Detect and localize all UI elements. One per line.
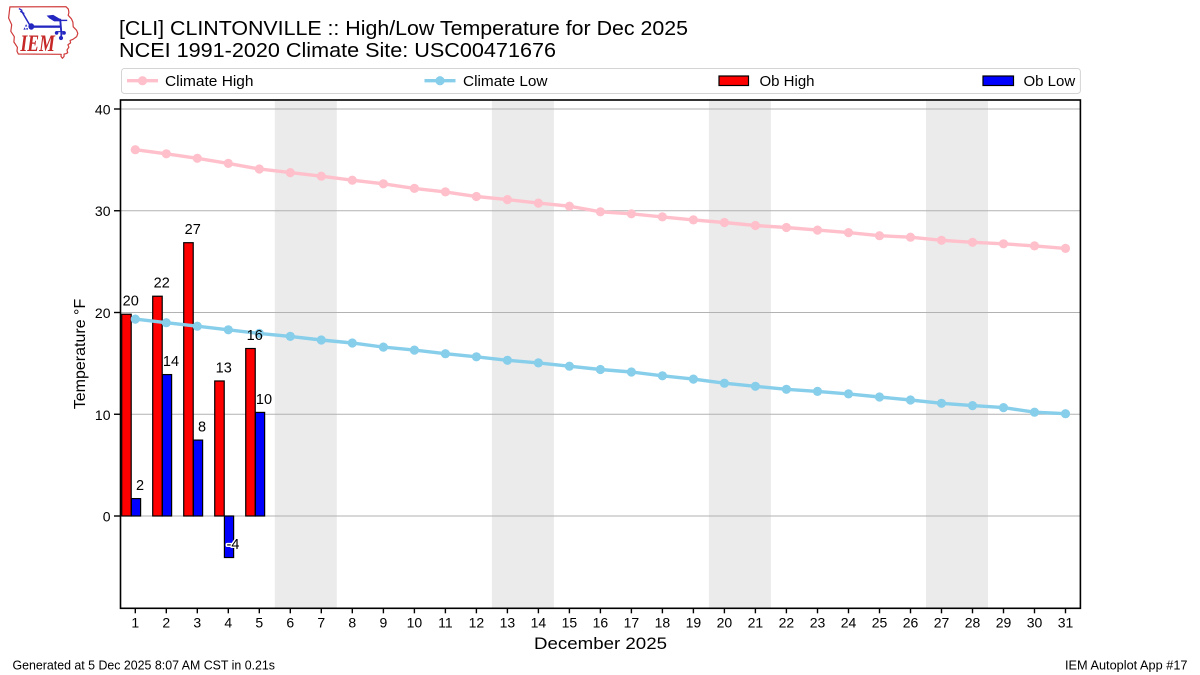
svg-text:12: 12 — [469, 615, 485, 631]
svg-text:1: 1 — [131, 615, 139, 631]
svg-text:Ob Low: Ob Low — [1024, 73, 1076, 90]
svg-text:30: 30 — [95, 203, 111, 219]
svg-text:40: 40 — [95, 102, 111, 118]
svg-text:6: 6 — [286, 615, 294, 631]
svg-text:28: 28 — [965, 615, 981, 631]
svg-text:2: 2 — [162, 615, 170, 631]
svg-text:29: 29 — [996, 615, 1012, 631]
svg-text:20: 20 — [123, 294, 139, 310]
svg-text:20: 20 — [717, 615, 733, 631]
svg-text:18: 18 — [655, 615, 671, 631]
svg-text:10: 10 — [256, 392, 272, 408]
svg-text:Climate High: Climate High — [165, 73, 254, 90]
svg-text:13: 13 — [500, 615, 516, 631]
svg-text:21: 21 — [748, 615, 764, 631]
svg-text:2: 2 — [136, 478, 144, 494]
svg-text:0: 0 — [103, 509, 111, 525]
svg-text:December 2025: December 2025 — [534, 635, 667, 653]
svg-text:Generated at 5 Dec 2025 8:07 A: Generated at 5 Dec 2025 8:07 AM CST in 0… — [13, 658, 276, 673]
svg-text:14: 14 — [163, 354, 179, 370]
svg-text:27: 27 — [934, 615, 950, 631]
svg-text:Temperature °F: Temperature °F — [72, 299, 89, 410]
svg-text:5: 5 — [255, 615, 263, 631]
svg-text:3: 3 — [193, 615, 201, 631]
svg-text:15: 15 — [562, 615, 578, 631]
svg-text:25: 25 — [872, 615, 888, 631]
svg-text:IEM: IEM — [20, 31, 56, 56]
svg-text:11: 11 — [438, 615, 453, 631]
svg-text:8: 8 — [348, 615, 356, 631]
svg-text:7: 7 — [317, 615, 325, 631]
svg-text:22: 22 — [154, 276, 170, 292]
svg-text:16: 16 — [593, 615, 609, 631]
svg-text:10: 10 — [407, 615, 423, 631]
svg-text:27: 27 — [185, 222, 201, 238]
svg-text:14: 14 — [531, 615, 547, 631]
svg-text:8: 8 — [198, 420, 206, 436]
svg-text:26: 26 — [903, 615, 919, 631]
svg-text:22: 22 — [779, 615, 795, 631]
svg-text:10: 10 — [95, 407, 111, 423]
svg-text:9: 9 — [380, 615, 388, 631]
svg-text:-4: -4 — [227, 537, 240, 553]
svg-text:30: 30 — [1027, 615, 1043, 631]
svg-text:13: 13 — [216, 361, 232, 377]
svg-text:4: 4 — [224, 615, 232, 631]
svg-text:Climate Low: Climate Low — [463, 73, 548, 90]
svg-text:24: 24 — [841, 615, 857, 631]
svg-text:NCEI 1991-2020 Climate Site: U: NCEI 1991-2020 Climate Site: USC00471676 — [119, 40, 556, 62]
svg-text:Ob High: Ob High — [760, 73, 815, 90]
svg-text:31: 31 — [1058, 615, 1074, 631]
svg-text:IEM Autoplot App #17: IEM Autoplot App #17 — [1065, 658, 1188, 673]
svg-text:20: 20 — [95, 305, 111, 321]
svg-text:16: 16 — [247, 328, 263, 344]
svg-text:17: 17 — [624, 615, 640, 631]
svg-text:[CLI] CLINTONVILLE :: High/Low: [CLI] CLINTONVILLE :: High/Low Temperatu… — [119, 18, 688, 40]
svg-text:19: 19 — [686, 615, 702, 631]
svg-text:23: 23 — [810, 615, 826, 631]
